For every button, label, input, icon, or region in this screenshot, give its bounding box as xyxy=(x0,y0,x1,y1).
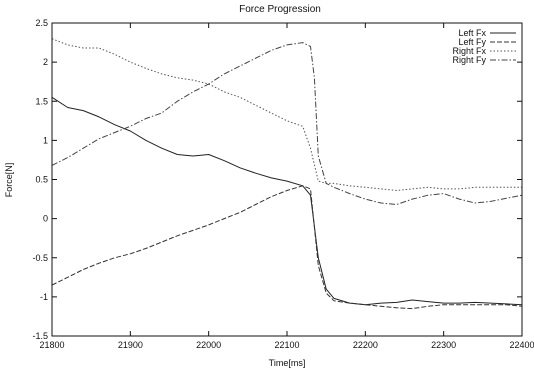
y-tick-label: -0.5 xyxy=(32,253,48,263)
y-tick-label: 0 xyxy=(43,214,48,224)
x-axis-label: Time[ms] xyxy=(269,358,306,368)
x-tick-label: 22000 xyxy=(196,340,221,350)
x-tick-label: 22100 xyxy=(274,340,299,350)
x-tick-label: 22200 xyxy=(353,340,378,350)
y-tick-label: -1 xyxy=(40,292,48,302)
y-tick-label: 2 xyxy=(43,57,48,67)
y-tick-label: 2.5 xyxy=(35,18,48,28)
legend-label: Left Fx xyxy=(458,28,486,38)
legend-label: Right Fy xyxy=(452,55,486,65)
series-line-left-fx xyxy=(51,96,523,306)
y-axis-ticks: -1.5 -1 -0.5 0 0.5 1 1.5 2 2.5 xyxy=(32,18,522,341)
y-tick-label: 1 xyxy=(43,135,48,145)
chart-title: Force Progression xyxy=(239,4,321,15)
y-axis-label: Force[N] xyxy=(4,163,14,198)
y-tick-label: 1.5 xyxy=(35,96,48,106)
y-tick-label: 0.5 xyxy=(35,175,48,185)
legend-label: Right Fx xyxy=(452,46,486,56)
x-tick-label: 21800 xyxy=(39,340,64,350)
series-line-right-fx xyxy=(51,38,522,191)
series-line-right-fy xyxy=(51,42,523,205)
y-tick-label: -1.5 xyxy=(32,331,48,341)
x-axis-ticks: 21800 21900 22000 22100 22200 22300 22400 xyxy=(39,23,534,350)
x-tick-label: 21900 xyxy=(118,340,143,350)
x-tick-label: 22300 xyxy=(431,340,456,350)
series-layer xyxy=(51,38,523,310)
series-line-left-fy xyxy=(51,185,523,310)
legend-label: Left Fy xyxy=(458,37,486,47)
x-tick-label: 22400 xyxy=(509,340,534,350)
plot-frame xyxy=(51,22,523,337)
